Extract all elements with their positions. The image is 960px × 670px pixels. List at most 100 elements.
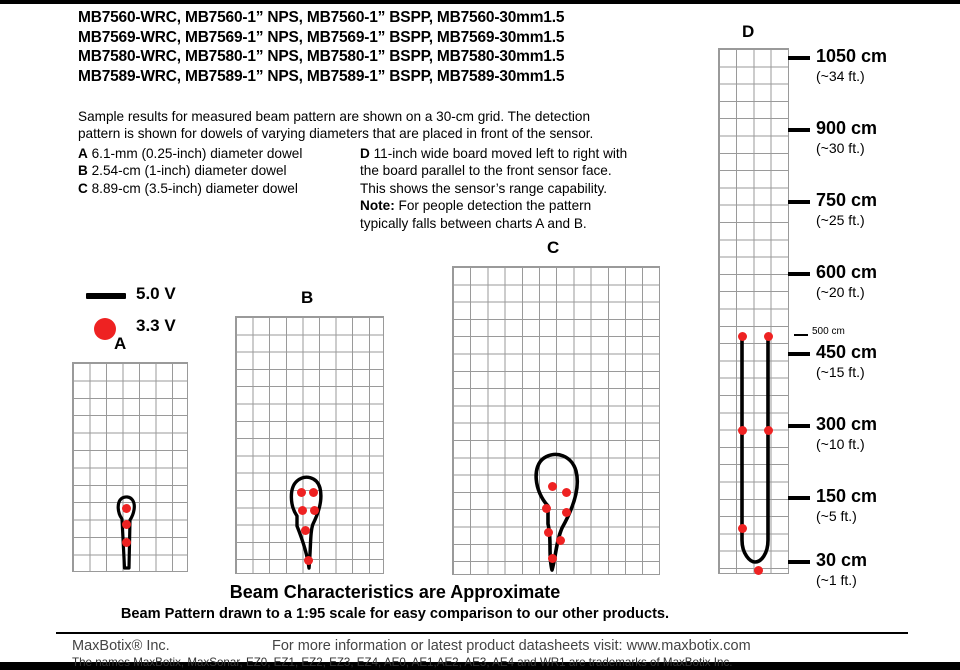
- chart-d-point: [764, 426, 773, 435]
- chart-a: A: [72, 334, 188, 577]
- legend-text-d-2: the board parallel to the front sensor f…: [360, 163, 612, 179]
- legend-key-d: D: [360, 146, 370, 161]
- scale-tick: [788, 424, 810, 428]
- chart-d: D: [718, 22, 790, 578]
- chart-a-point: [122, 504, 131, 513]
- scale-tick: [788, 272, 810, 276]
- chart-a-point: [122, 538, 131, 547]
- scale-label-ft: (~10 ft.): [816, 436, 865, 452]
- scale-label-ft: (~34 ft.): [816, 68, 865, 84]
- scale-tick: [788, 352, 810, 356]
- chart-a-beam-outline: [116, 495, 136, 570]
- scale-label-ft: (~30 ft.): [816, 140, 865, 156]
- scale-label-ft: (~20 ft.): [816, 284, 865, 300]
- intro-paragraph: Sample results for measured beam pattern…: [78, 108, 698, 142]
- legend-item-b: B 2.54-cm (1-inch) diameter dowel: [78, 162, 358, 179]
- chart-d-point: [738, 332, 747, 341]
- legend-key-c: C: [78, 180, 88, 196]
- legend-item-c: C 8.89-cm (3.5-inch) diameter dowel: [78, 180, 358, 197]
- legend-note-key: Note:: [360, 198, 395, 214]
- chart-d-point: [764, 332, 773, 341]
- voltage-label-5v: 5.0 V: [136, 284, 176, 303]
- chart-d-beam-outline: [740, 334, 770, 564]
- scale-label-ft: (~25 ft.): [816, 212, 865, 228]
- chart-b-beam-outline: [289, 475, 323, 570]
- scale-label-cm: 750 cm: [816, 190, 878, 210]
- scale-label-cm: 900 cm: [816, 118, 878, 138]
- intro-line-1: Sample results for measured beam pattern…: [78, 109, 591, 124]
- chart-b-point: [304, 556, 313, 565]
- chart-c-point: [542, 504, 551, 513]
- chart-d-grid: [718, 48, 789, 574]
- product-titles: MB7560-WRC, MB7560-1” NPS, MB7560-1” BSP…: [78, 8, 738, 86]
- scale-label-ft: (~5 ft.): [816, 508, 857, 524]
- chart-c-point: [548, 482, 557, 491]
- chart-a-letter: A: [114, 334, 127, 353]
- scale-tick: [788, 200, 810, 204]
- product-title-line-1: MB7560-WRC, MB7560-1” NPS, MB7560-1” BSP…: [78, 9, 565, 26]
- chart-c-letter: C: [547, 238, 560, 257]
- legend-key-b: B: [78, 163, 88, 179]
- voltage-key: 5.0 V 3.3 V: [86, 282, 206, 346]
- chart-a-point: [122, 520, 131, 529]
- legend-text-a: 6.1-mm (0.25-inch) diameter dowel: [91, 146, 303, 161]
- legend-note-text-1: For people detection the pattern: [394, 198, 592, 214]
- scale-minor-label: 500 cm: [812, 326, 845, 337]
- chart-d-point: [738, 524, 747, 533]
- footer-more-info: For more information or latest product d…: [272, 638, 751, 654]
- legend-item-d: D 11-inch wide board moved left to right…: [360, 145, 710, 162]
- chart-b-point: [310, 506, 319, 515]
- chart-c-grid: [452, 266, 660, 575]
- scale-tick: [788, 496, 810, 500]
- scale-minor-tick: [794, 334, 808, 336]
- legend-left-column: A 6.1-mm (0.25-inch) diameter dowel B 2.…: [78, 145, 358, 197]
- scale-label-ft: (~15 ft.): [816, 364, 865, 380]
- chart-b-point: [309, 488, 318, 497]
- scale-tick: [788, 56, 810, 60]
- product-title-line-4: MB7589-WRC, MB7589-1” NPS, MB7589-1” BSP…: [78, 67, 565, 85]
- product-title-line-3: MB7580-WRC, MB7580-1” NPS, MB7580-1” BSP…: [78, 48, 565, 65]
- chart-c-point: [562, 508, 571, 517]
- chart-b: B: [235, 288, 385, 578]
- legend-item-a: A 6.1-mm (0.25-inch) diameter dowel: [78, 145, 358, 162]
- chart-c-point: [556, 536, 565, 545]
- scale-label-ft: (~1 ft.): [816, 572, 857, 588]
- chart-b-point: [301, 526, 310, 535]
- legend-note-text-2: typically falls between charts A and B.: [360, 215, 587, 231]
- chart-c: C: [452, 238, 662, 578]
- chart-b-point: [298, 506, 307, 515]
- scale-label-cm: 300 cm: [816, 414, 878, 434]
- chart-c-point: [562, 488, 571, 497]
- scale-label-cm: 1050 cm: [816, 46, 888, 66]
- legend-text-d-1: 11-inch wide board moved left to right w…: [373, 146, 628, 161]
- scale-label-cm: 150 cm: [816, 486, 878, 506]
- chart-c-beam-outline: [534, 452, 580, 572]
- line-swatch-icon: [86, 293, 126, 299]
- chart-b-point: [297, 488, 306, 497]
- voltage-key-row-33v: 3.3 V: [86, 314, 206, 346]
- voltage-label-33v: 3.3 V: [136, 316, 176, 335]
- scale-label-cm: 600 cm: [816, 262, 878, 282]
- chart-d-point: [738, 426, 747, 435]
- footer-trademarks: The names MaxBotix, MaxSonar, EZ0, EZ1, …: [72, 656, 733, 669]
- legend-text-d-3: This shows the sensor’s range capability…: [360, 180, 608, 196]
- chart-d-point: [754, 566, 763, 575]
- chart-b-letter: B: [301, 288, 314, 307]
- chart-c-point: [544, 528, 553, 537]
- legend-text-c: 8.89-cm (3.5-inch) diameter dowel: [91, 180, 298, 196]
- intro-line-2: pattern is shown for dowels of varying d…: [78, 126, 594, 141]
- scale-tick: [788, 560, 810, 564]
- dot-swatch-icon: [94, 318, 116, 340]
- voltage-key-row-5v: 5.0 V: [86, 282, 206, 314]
- legend-right-column: D 11-inch wide board moved left to right…: [360, 145, 710, 232]
- caption-approximate: Beam Characteristics are Approximate: [229, 582, 561, 602]
- chart-d-letter: D: [742, 22, 755, 41]
- chart-c-point: [548, 554, 557, 563]
- footer-divider: [56, 632, 908, 634]
- footer-company: MaxBotix® Inc.: [72, 638, 170, 654]
- scale-label-cm: 30 cm: [816, 550, 868, 570]
- legend-text-b: 2.54-cm (1-inch) diameter dowel: [91, 163, 287, 179]
- legend-key-a: A: [78, 146, 88, 161]
- scale-tick: [788, 128, 810, 132]
